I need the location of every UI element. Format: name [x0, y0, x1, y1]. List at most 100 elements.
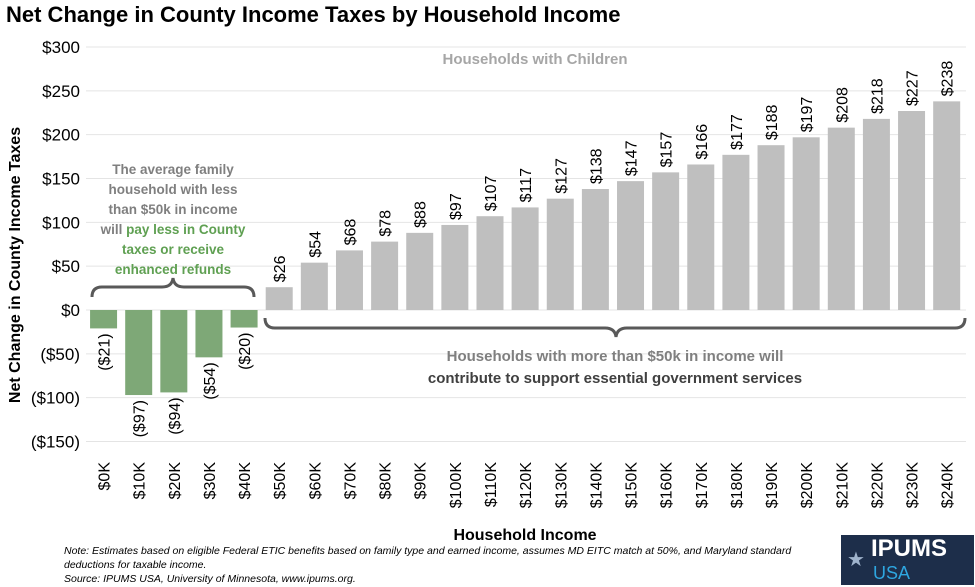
x-tick-label: $100K: [448, 462, 465, 509]
left-brace: [90, 277, 256, 298]
data-label: $188: [764, 104, 781, 140]
bar: [335, 250, 363, 310]
data-label: $166: [694, 124, 711, 160]
annotation-right-line: Households with more than $50k in income…: [447, 348, 784, 365]
x-tick-label: $220K: [869, 462, 886, 509]
data-label: $208: [834, 87, 851, 123]
bar: [827, 127, 855, 310]
y-tick-label: ($150): [31, 433, 80, 452]
data-label: $97: [448, 193, 465, 220]
x-tick-label: $120K: [518, 462, 535, 509]
bar: [757, 145, 785, 310]
bar: [862, 118, 890, 311]
bar: [230, 310, 258, 328]
x-tick-label: $90K: [413, 462, 430, 500]
bar: [511, 207, 539, 310]
data-label: $197: [799, 97, 816, 133]
data-label: $177: [729, 114, 746, 150]
y-axis-label: Net Change in County Income Taxes: [7, 127, 24, 403]
data-label: $107: [483, 176, 500, 212]
x-tick-label: $180K: [729, 462, 746, 509]
data-label: ($21): [97, 333, 114, 370]
data-label: $218: [869, 78, 886, 114]
x-tick-label: $40K: [237, 462, 254, 500]
annotation-left-line: The average family: [112, 162, 234, 177]
bar: [195, 310, 223, 358]
logo-top: IPUMS: [871, 535, 948, 562]
x-tick-label: $210K: [834, 462, 851, 509]
data-label: $117: [518, 168, 535, 203]
bar: [617, 181, 645, 310]
data-label: $138: [588, 148, 605, 184]
bar: [933, 101, 961, 310]
data-label: $147: [624, 140, 641, 176]
x-axis-label: Household Income: [453, 527, 596, 544]
x-tick-label: $80K: [378, 462, 395, 500]
logo-bottom: USA: [873, 563, 911, 583]
bar: [371, 241, 399, 310]
data-label: $54: [307, 231, 324, 258]
x-tick-label: $170K: [694, 462, 711, 509]
annotation-left-line: taxes or receive: [122, 242, 225, 257]
y-tick-label: ($100): [31, 389, 80, 408]
data-label: ($97): [132, 400, 149, 437]
bar: [687, 164, 715, 310]
x-tick-label: $230K: [905, 462, 922, 509]
x-tick-label: $110K: [483, 462, 500, 507]
bar: [792, 137, 820, 310]
bar: [722, 154, 750, 310]
x-tick-label: $130K: [553, 462, 570, 509]
annotation-children: Households with Children: [442, 51, 627, 68]
x-tick-label: $10K: [132, 462, 149, 500]
y-tick-label: $200: [42, 126, 80, 145]
data-label: $227: [905, 70, 922, 106]
x-tick-label: $150K: [624, 462, 641, 509]
source-text: Source: IPUMS USA, University of Minneso…: [64, 573, 356, 585]
bar: [90, 310, 118, 329]
x-tick-label: $20K: [167, 462, 184, 500]
data-label: $127: [553, 158, 570, 194]
ipums-logo: ★ IPUMS USA: [841, 535, 974, 585]
x-tick-label: $160K: [659, 462, 676, 509]
y-tick-label: $300: [42, 38, 80, 57]
data-label: $26: [272, 255, 289, 282]
x-tick-label: $0K: [97, 462, 114, 491]
annotation-left-line: enhanced refunds: [115, 262, 231, 277]
x-tick-label: $140K: [588, 462, 605, 509]
x-tick-label: $190K: [764, 462, 781, 509]
star-icon: ★: [847, 549, 865, 571]
bar: [652, 172, 680, 310]
chart-title: Net Change in County Income Taxes by Hou…: [6, 2, 621, 27]
annotation-left-line: will pay less in County: [100, 222, 246, 237]
x-tick-label: $30K: [202, 462, 219, 500]
annotation-left-line: than $50k in income: [108, 202, 238, 217]
note-text: Note: Estimates based on eligible Federa…: [64, 545, 792, 571]
y-tick-label: $50: [52, 257, 80, 276]
data-label: ($94): [167, 397, 184, 434]
bar: [265, 287, 293, 310]
data-label: ($54): [202, 362, 219, 399]
x-tick-label: $240K: [940, 462, 957, 509]
bar: [441, 224, 469, 310]
annotation-right-line: contribute to support essential governme…: [428, 370, 802, 387]
x-tick-label: $200K: [799, 462, 816, 509]
data-label: $88: [413, 201, 430, 228]
bar: [546, 198, 574, 310]
data-label: ($20): [237, 333, 254, 370]
bar: [160, 310, 188, 393]
bar: [125, 310, 153, 396]
data-label: $157: [659, 132, 676, 168]
bar: [898, 110, 926, 310]
x-tick-label: $50K: [272, 462, 289, 500]
bar: [581, 189, 609, 310]
bar: [476, 216, 504, 310]
chart-note: Note: Estimates based on eligible Federa…: [64, 544, 824, 586]
annotation-left-line: household with less: [108, 182, 237, 197]
data-label: $78: [378, 210, 395, 237]
bar: [300, 262, 328, 310]
bar: [406, 232, 434, 310]
data-label: $68: [342, 219, 359, 246]
x-tick-label: $60K: [307, 462, 324, 500]
y-tick-label: $150: [42, 170, 80, 189]
